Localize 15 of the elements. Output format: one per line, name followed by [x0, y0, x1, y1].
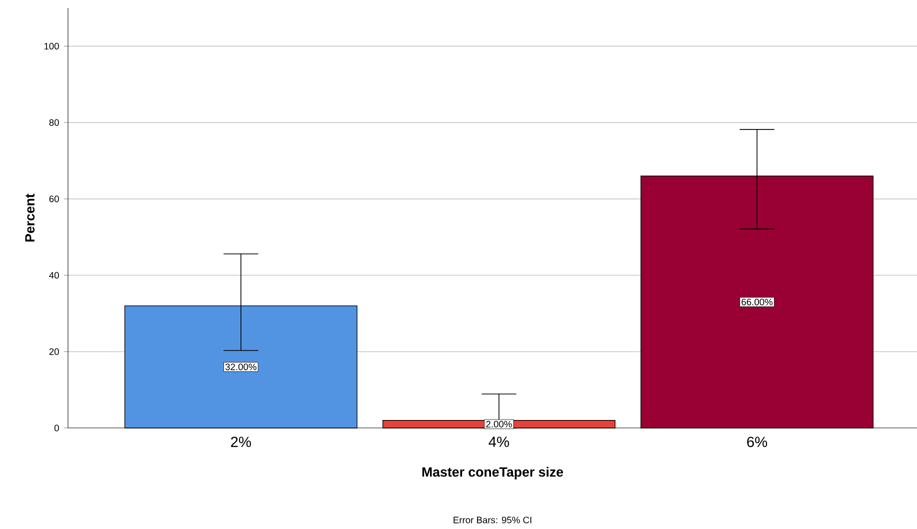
y-axis-title: Percent — [25, 194, 35, 242]
y-tick-label: 20 — [49, 348, 59, 355]
y-tick-label: 100 — [44, 42, 59, 50]
y-tick-label: 0 — [54, 424, 59, 432]
x-tick-label: 6% — [747, 436, 768, 448]
data-label: 66.00% — [742, 298, 773, 306]
data-label: 32.00% — [225, 364, 256, 370]
y-tick-label: 60 — [49, 196, 59, 202]
data-label: 2.00% — [486, 420, 512, 428]
y-tick-label: 40 — [49, 272, 59, 279]
x-tick-label: 2% — [231, 436, 251, 448]
x-tick-label: 4% — [488, 436, 510, 447]
y-tick-label: 80 — [49, 119, 59, 126]
x-axis-title: Master coneTaper size — [422, 466, 564, 480]
text: Error Bars: 95% CI — [454, 516, 532, 524]
